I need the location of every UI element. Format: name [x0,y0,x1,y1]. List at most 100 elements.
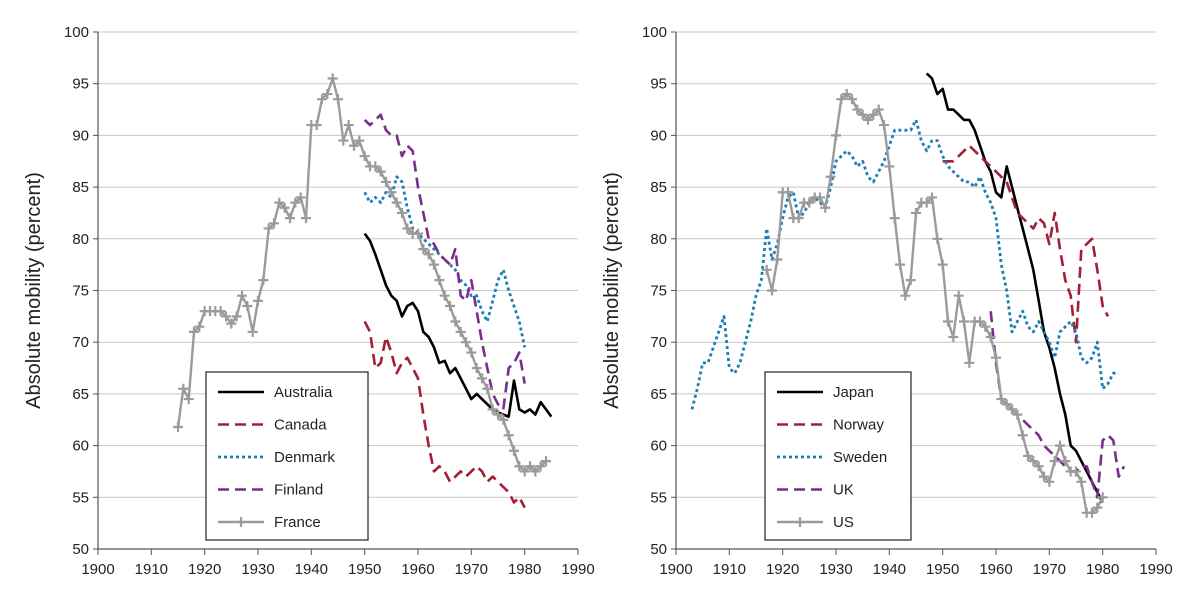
data-point [231,311,242,322]
legend-label: Sweden [833,449,887,466]
data-point [825,171,836,182]
data-point [761,264,772,275]
x-tick-label: 1990 [561,561,594,578]
y-tick-label: 60 [650,438,667,455]
data-point [317,94,327,105]
data-point [841,89,852,100]
y-tick-label: 65 [72,386,89,403]
x-tick-label: 1960 [401,561,434,578]
data-point [327,73,338,84]
data-point [831,130,841,141]
x-tick-label: 1970 [455,561,488,578]
data-point [445,301,455,312]
y-tick-label: 70 [650,334,667,351]
data-point [359,151,370,162]
data-point [263,223,274,234]
chart-panel-2: 50 55 60 65 70 75 80 85 90 95 100 1900 1910 1920 1930 1… [601,24,1173,578]
y-tick-label: 80 [72,231,89,248]
data-point [482,383,493,394]
y-tick-label: 100 [64,24,89,41]
legend-label: Norway [833,417,884,434]
data-point [1012,409,1023,420]
legend-label: Australia [274,384,333,401]
data-point [1028,456,1039,467]
data-point [343,120,354,131]
data-point [178,383,189,394]
data-point [525,461,535,472]
data-point [215,306,226,317]
data-point [311,120,322,131]
data-point [418,244,429,255]
data-point [863,114,873,125]
data-point [301,213,311,224]
data-point [996,394,1007,405]
data-point [1017,430,1028,441]
data-point [884,161,895,172]
data-point [455,326,466,337]
x-tick-label: 1970 [1033,561,1066,578]
legend-label: Japan [833,384,874,401]
data-point [964,357,975,368]
x-tick-label: 1980 [1086,561,1119,578]
x-tick-label: 1980 [508,561,541,578]
data-point [498,414,509,425]
data-point [975,316,985,327]
data-point [514,461,525,472]
series-line-finland [363,113,526,411]
data-point [985,332,996,343]
data-point [349,140,359,151]
x-tick-label: 1950 [348,561,381,578]
x-tick-label: 1960 [979,561,1012,578]
data-point [242,301,253,312]
y-tick-label: 95 [650,76,667,93]
x-tick-label: 1930 [241,561,274,578]
y-tick-label: 80 [650,231,667,248]
data-point [487,404,498,415]
legend-label: Denmark [274,449,335,466]
data-point [905,275,916,286]
data-point [772,254,783,265]
data-point [183,394,194,405]
data-point [937,259,948,270]
x-tick-label: 1950 [926,561,959,578]
y-tick-label: 85 [72,179,89,196]
data-point [258,275,269,286]
y-tick-label: 50 [650,541,667,558]
chart-panel-1: 50 55 60 65 70 75 80 85 90 95 100 1900 1910 1920 1930 1… [23,24,595,578]
data-point [900,290,911,301]
data-point [1076,476,1087,487]
series-line-japan [925,72,1104,504]
x-tick-label: 1900 [659,561,692,578]
data-point [530,466,541,477]
data-point [1007,404,1017,415]
data-point [948,332,959,343]
data-point [493,409,503,420]
y-tick-label: 95 [72,76,89,93]
data-point [793,213,804,224]
data-point [767,285,777,296]
data-point [895,259,905,270]
series-line-australia [363,232,553,418]
data-point [927,192,937,203]
x-tick-label: 1940 [873,561,906,578]
data-point [423,249,434,260]
data-point [466,347,477,358]
data-point [1049,456,1060,467]
data-point [1092,502,1103,513]
data-point [943,316,953,327]
x-tick-label: 1900 [81,561,114,578]
data-point [873,104,884,115]
data-point [1060,456,1071,467]
data-point [847,94,857,105]
y-axis-label: Absolute mobility (percent) [23,172,45,409]
legend: Japan Norway Sweden UK US [764,371,912,541]
legend-marker [795,517,805,527]
y-tick-label: 75 [72,283,89,300]
y-tick-label: 85 [650,179,667,196]
data-point [274,197,285,208]
data-point [253,295,263,306]
y-tick-label: 90 [72,127,89,144]
data-point [397,207,407,218]
data-point [1001,399,1012,410]
data-point [509,445,519,456]
